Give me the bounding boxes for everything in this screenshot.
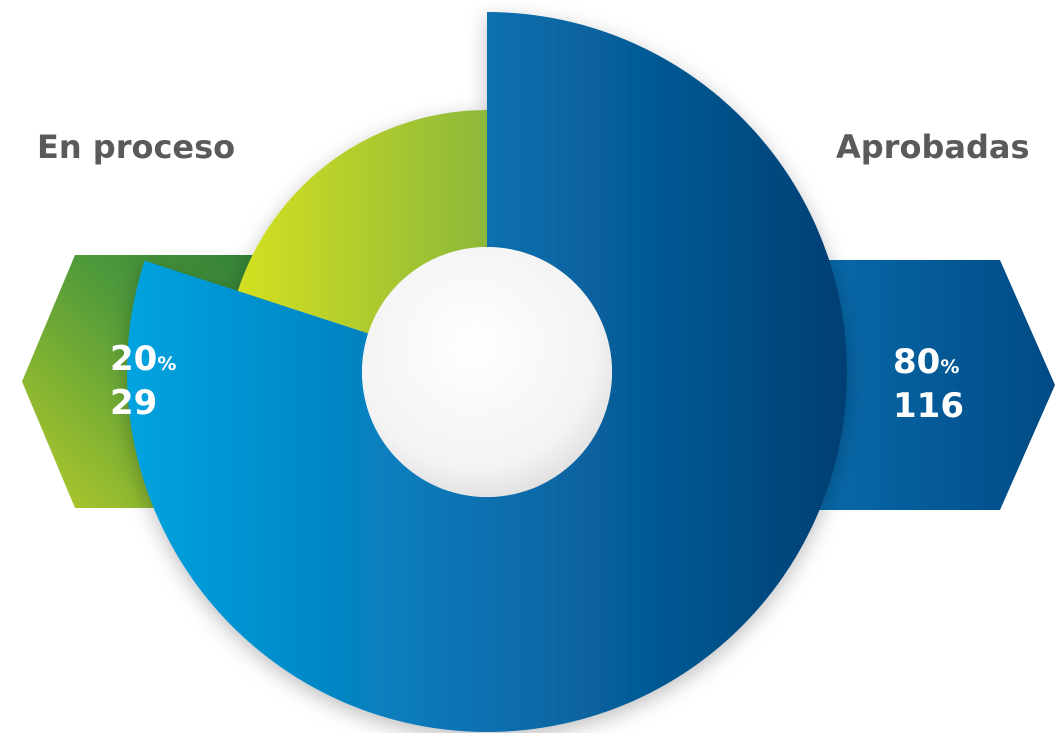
stat-en-proceso: 20% 29 xyxy=(110,340,176,422)
percent-aprobadas: 80 xyxy=(893,342,941,382)
donut-hole xyxy=(362,247,612,497)
slice-aprobadas xyxy=(127,12,848,733)
percent-en-proceso: 20 xyxy=(110,339,158,379)
slice-en-proceso xyxy=(237,110,487,334)
label-aprobadas: Aprobadas xyxy=(836,128,1030,166)
aprobadas-hex-badge xyxy=(780,260,1055,510)
count-en-proceso: 29 xyxy=(110,383,158,423)
stat-aprobadas: 80% 116 xyxy=(893,343,964,425)
percent-sign-aprobadas: % xyxy=(940,356,960,378)
count-aprobadas: 116 xyxy=(893,386,964,426)
percent-sign-en-proceso: % xyxy=(157,353,177,375)
label-en-proceso: En proceso xyxy=(37,128,236,166)
